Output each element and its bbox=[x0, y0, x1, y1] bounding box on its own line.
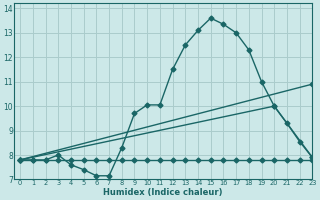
X-axis label: Humidex (Indice chaleur): Humidex (Indice chaleur) bbox=[103, 188, 223, 197]
